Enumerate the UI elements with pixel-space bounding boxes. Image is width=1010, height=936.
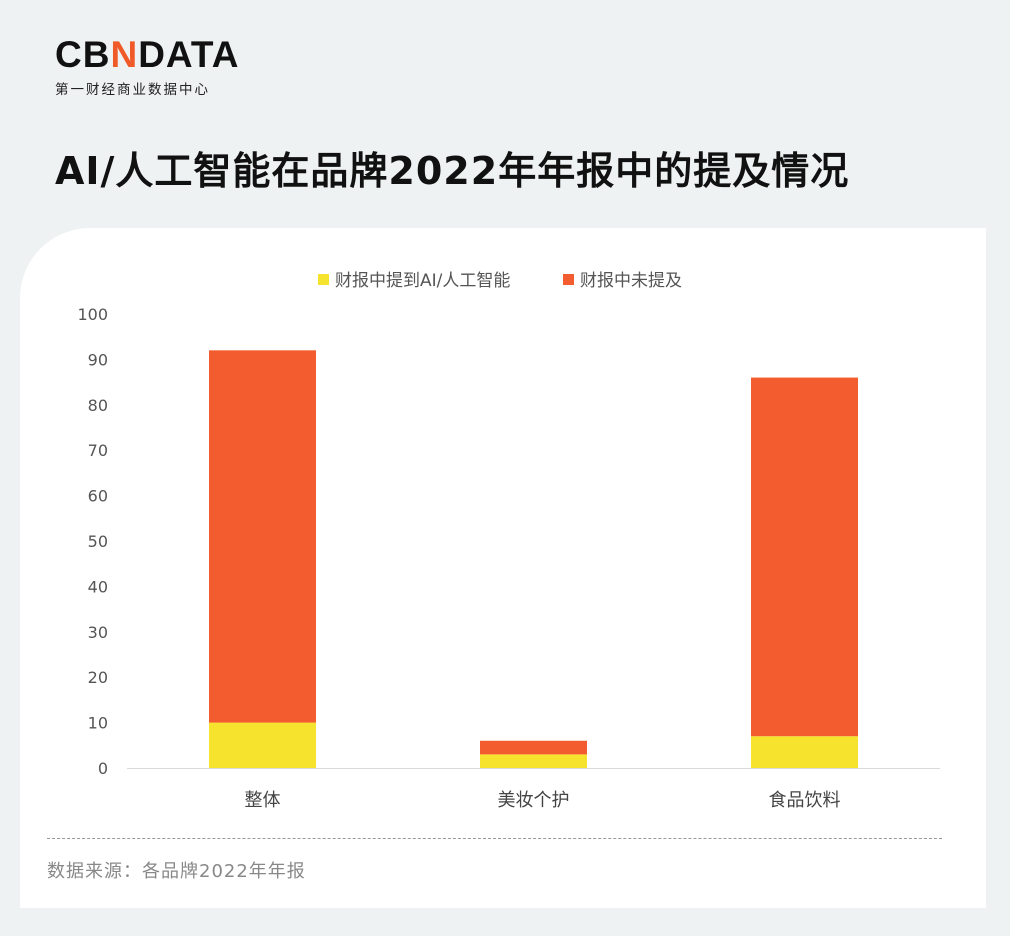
x-tick-label: 食品饮料 — [769, 790, 841, 811]
logo-text-data: DATA — [138, 34, 240, 75]
bar-segment — [209, 350, 316, 723]
y-tick-label: 60 — [88, 487, 108, 506]
legend-label: 财报中提到AI/人工智能 — [335, 271, 510, 291]
y-tick-label: 70 — [88, 441, 108, 460]
y-tick-label: 30 — [88, 623, 108, 642]
divider — [47, 838, 942, 839]
y-tick-label: 10 — [88, 714, 108, 733]
y-tick-label: 20 — [88, 668, 108, 687]
y-tick-label: 0 — [98, 759, 108, 778]
bar-segment — [480, 754, 587, 768]
y-tick-label: 80 — [88, 396, 108, 415]
legend-swatch — [318, 274, 329, 285]
bar-segment — [209, 722, 316, 768]
x-tick-label: 美妆个护 — [498, 790, 570, 811]
bar-segment — [480, 740, 587, 755]
x-tick-label: 整体 — [245, 790, 281, 811]
page-title: AI/人工智能在品牌2022年年报中的提及情况 — [55, 149, 850, 193]
legend-swatch — [563, 274, 574, 285]
source-note: 数据来源：各品牌2022年年报 — [47, 861, 306, 882]
bar-segment — [751, 377, 858, 737]
bar-segment — [751, 736, 858, 768]
y-tick-label: 50 — [88, 532, 108, 551]
logo-subtitle: 第一财经商业数据中心 — [55, 82, 210, 98]
legend-label: 财报中未提及 — [580, 271, 682, 291]
logo-text-n: N — [110, 34, 139, 75]
cbndata-logo: CBNDATA 第一财经商业数据中心 — [55, 36, 239, 98]
y-tick-label: 100 — [77, 305, 108, 324]
y-tick-label: 90 — [88, 350, 108, 369]
logo-text: CB — [55, 34, 111, 75]
y-tick-label: 40 — [88, 577, 108, 596]
